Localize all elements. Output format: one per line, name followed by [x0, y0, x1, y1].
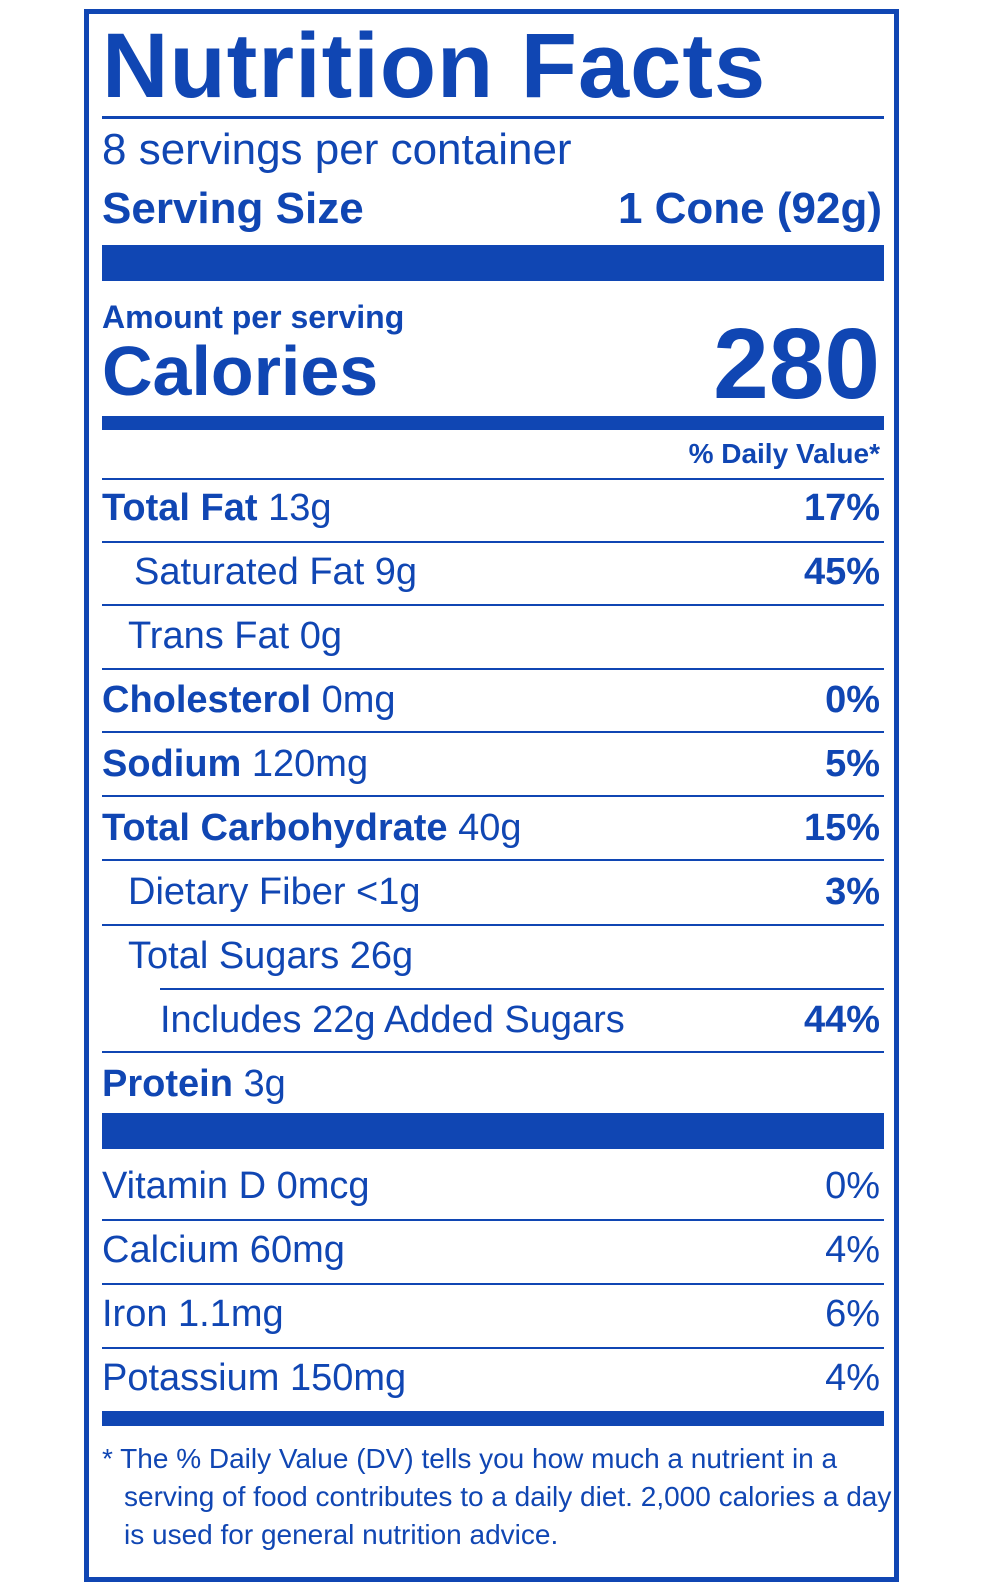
nutrient-name: Protein — [102, 1063, 233, 1105]
nutrient-row-total-sugars: Total Sugars 26g — [128, 935, 414, 977]
vitamin-row-potassium: Potassium 150mg — [102, 1357, 407, 1399]
nutrient-row-sodium: Sodium 120mg — [102, 745, 368, 783]
vitamin-row-calcium: Calcium 60mg — [102, 1229, 345, 1271]
thick-divider-vitamins — [102, 1113, 884, 1149]
nutrient-amount: 0mg — [321, 679, 396, 721]
calories-divider — [102, 416, 884, 430]
serving-size-value: 1 Cone (92g) — [617, 184, 882, 233]
row-divider — [102, 795, 884, 797]
row-divider-indented — [160, 988, 884, 990]
footnote-divider — [102, 1411, 884, 1426]
nutrient-row-cholesterol: Cholesterol 0mg — [102, 681, 396, 719]
row-divider — [102, 859, 884, 861]
row-divider — [102, 1051, 884, 1053]
footnote-line: serving of food contributes to a daily d… — [124, 1481, 892, 1512]
nutrient-name: Total Fat — [102, 487, 258, 529]
daily-value-footnote: * The % Daily Value (DV) tells you how m… — [102, 1440, 892, 1554]
row-divider — [102, 731, 884, 733]
nutrient-name: Total Carbohydrate — [102, 807, 448, 849]
row-divider — [102, 668, 884, 670]
nutrient-dv: 5% — [825, 743, 880, 785]
nutrient-amount: 13g — [268, 487, 332, 529]
nutrient-row-added-sugars: Includes 22g Added Sugars — [160, 999, 625, 1041]
servings-per-container: 8 servings per container — [102, 125, 572, 174]
nutrient-dv: 3% — [825, 871, 880, 913]
label-title: Nutrition Facts — [102, 15, 767, 117]
row-divider — [102, 604, 884, 606]
row-divider — [102, 541, 884, 543]
calories-value: 280 — [713, 308, 880, 420]
nutrient-dv: 45% — [803, 551, 880, 593]
row-divider — [102, 1347, 884, 1349]
nutrient-dv: 15% — [803, 807, 880, 849]
thick-divider-top — [102, 245, 884, 281]
row-divider — [102, 924, 884, 926]
nutrient-dv: 44% — [803, 999, 880, 1041]
nutrient-amount: 120mg — [251, 743, 369, 785]
nutrient-amount: 3g — [243, 1063, 286, 1105]
vitamin-dv: 6% — [825, 1293, 880, 1335]
vitamin-dv: 4% — [825, 1229, 880, 1271]
amount-per-serving: Amount per serving — [102, 299, 405, 335]
footnote-line: * The % Daily Value (DV) tells you how m… — [102, 1443, 838, 1474]
nutrient-dv: 0% — [825, 679, 880, 721]
nutrient-row-saturated-fat: Saturated Fat 9g — [134, 551, 418, 593]
nutrient-amount: 40g — [458, 807, 522, 849]
vitamin-row-iron: Iron 1.1mg — [102, 1293, 284, 1335]
daily-value-header: % Daily Value* — [688, 438, 880, 469]
nutrient-dv: 17% — [803, 487, 880, 529]
nutrient-name: Cholesterol — [102, 679, 312, 721]
row-divider — [102, 1219, 884, 1221]
nutrient-row-protein: Protein 3g — [102, 1065, 286, 1103]
nutrient-name: Sodium — [102, 743, 242, 785]
calories-label: Calories — [102, 332, 379, 410]
nutrient-row-dietary-fiber: Dietary Fiber <1g — [128, 871, 421, 913]
vitamin-dv: 4% — [825, 1357, 880, 1399]
row-divider — [102, 1283, 884, 1285]
footnote-line: is used for general nutrition advice. — [124, 1519, 559, 1550]
nutrient-row-total-carbohydrate: Total Carbohydrate 40g — [102, 809, 522, 847]
serving-size-label: Serving Size — [102, 184, 364, 233]
nutrient-row-trans-fat: Trans Fat 0g — [128, 615, 343, 657]
row-divider — [102, 478, 884, 480]
nutrient-row-total-fat: Total Fat 13g — [102, 489, 331, 527]
vitamin-dv: 0% — [825, 1165, 880, 1207]
title-divider — [102, 116, 884, 119]
vitamin-row-vitamin-d: Vitamin D 0mcg — [102, 1165, 370, 1207]
